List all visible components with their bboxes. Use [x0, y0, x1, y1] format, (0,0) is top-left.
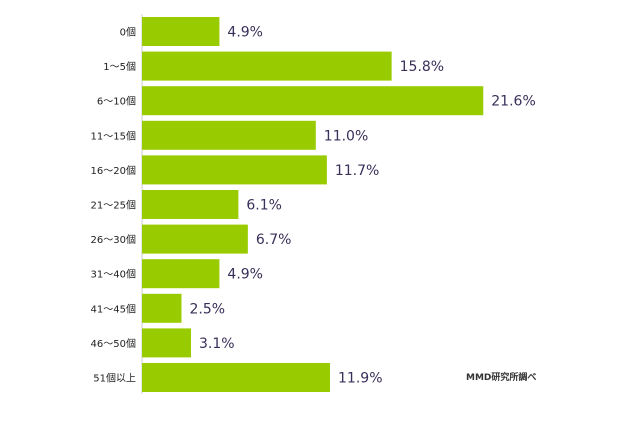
- category-label: 51個以上: [93, 372, 136, 385]
- category-label: 21〜25個: [91, 199, 136, 212]
- category-label: 0個: [120, 26, 136, 39]
- value-label: 11.0%: [324, 128, 368, 144]
- bar: [142, 363, 331, 392]
- source-note: MMD研究所調べ: [466, 373, 537, 383]
- bar: [142, 155, 327, 185]
- value-label: 11.7%: [335, 163, 379, 179]
- category-label: 41〜45個: [91, 302, 136, 315]
- value-label: 3.1%: [199, 336, 235, 352]
- category-label: 16〜20個: [91, 164, 136, 177]
- bar: [142, 17, 220, 46]
- value-label: 15.8%: [400, 59, 444, 75]
- bar: [142, 190, 239, 219]
- value-label: 2.5%: [190, 301, 226, 317]
- bar: [142, 120, 316, 150]
- bar: [142, 51, 392, 81]
- bar: [142, 293, 182, 323]
- value-label: 4.9%: [227, 267, 263, 283]
- bar: [142, 86, 484, 116]
- category-label: 6〜10個: [97, 95, 136, 108]
- category-label: 26〜30個: [91, 233, 136, 246]
- category-label: 1〜5個: [103, 60, 136, 73]
- value-label: 4.9%: [227, 25, 263, 41]
- value-label: 6.7%: [256, 232, 292, 248]
- category-label: 31〜40個: [91, 268, 136, 281]
- value-label: 6.1%: [246, 198, 282, 214]
- bar: [142, 224, 248, 254]
- category-label: 46〜50個: [91, 337, 136, 350]
- value-label: 21.6%: [491, 94, 535, 110]
- bars-group: 0個 4.9% 1〜5個 15.8% 6〜10個 21.6% 11〜15個 11.0% 16〜2…: [91, 17, 536, 392]
- bar: [142, 259, 220, 289]
- bar: [142, 328, 191, 358]
- value-label: 11.9%: [338, 371, 382, 387]
- category-label: 11〜15個: [91, 129, 136, 142]
